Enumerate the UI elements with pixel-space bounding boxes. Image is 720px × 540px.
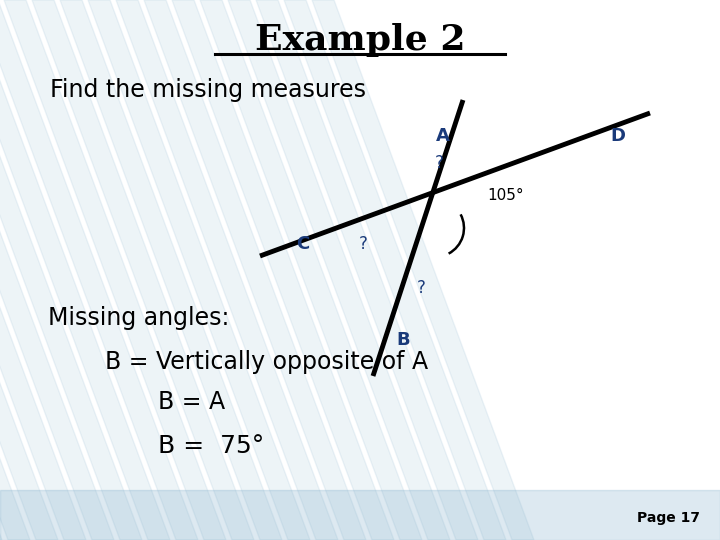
Polygon shape: [256, 0, 478, 540]
Polygon shape: [0, 0, 142, 540]
Text: Example 2: Example 2: [255, 23, 465, 57]
Text: D: D: [611, 127, 626, 145]
Polygon shape: [228, 0, 450, 540]
Polygon shape: [0, 0, 2, 540]
Polygon shape: [0, 490, 720, 540]
Text: ?: ?: [435, 154, 444, 172]
Polygon shape: [60, 0, 282, 540]
Polygon shape: [116, 0, 338, 540]
Text: A: A: [436, 127, 450, 145]
Polygon shape: [4, 0, 226, 540]
Polygon shape: [0, 0, 114, 540]
Polygon shape: [312, 0, 534, 540]
Text: B =  75°: B = 75°: [158, 434, 264, 458]
Polygon shape: [200, 0, 422, 540]
Text: Missing angles:: Missing angles:: [48, 306, 230, 330]
Polygon shape: [0, 0, 30, 540]
Text: Page 17: Page 17: [637, 511, 700, 525]
Polygon shape: [144, 0, 366, 540]
Text: ?: ?: [417, 279, 426, 297]
Text: ?: ?: [359, 235, 367, 253]
Polygon shape: [0, 0, 198, 540]
Polygon shape: [0, 0, 170, 540]
Text: B: B: [396, 331, 410, 349]
Text: Find the missing measures: Find the missing measures: [50, 78, 366, 102]
Text: B = Vertically opposite of A: B = Vertically opposite of A: [105, 350, 428, 374]
Text: B = A: B = A: [158, 390, 225, 414]
Polygon shape: [0, 0, 58, 540]
Text: C: C: [297, 235, 310, 253]
Polygon shape: [172, 0, 394, 540]
Polygon shape: [284, 0, 506, 540]
Text: 105°: 105°: [487, 188, 523, 204]
Polygon shape: [0, 0, 86, 540]
Polygon shape: [88, 0, 310, 540]
Polygon shape: [32, 0, 254, 540]
